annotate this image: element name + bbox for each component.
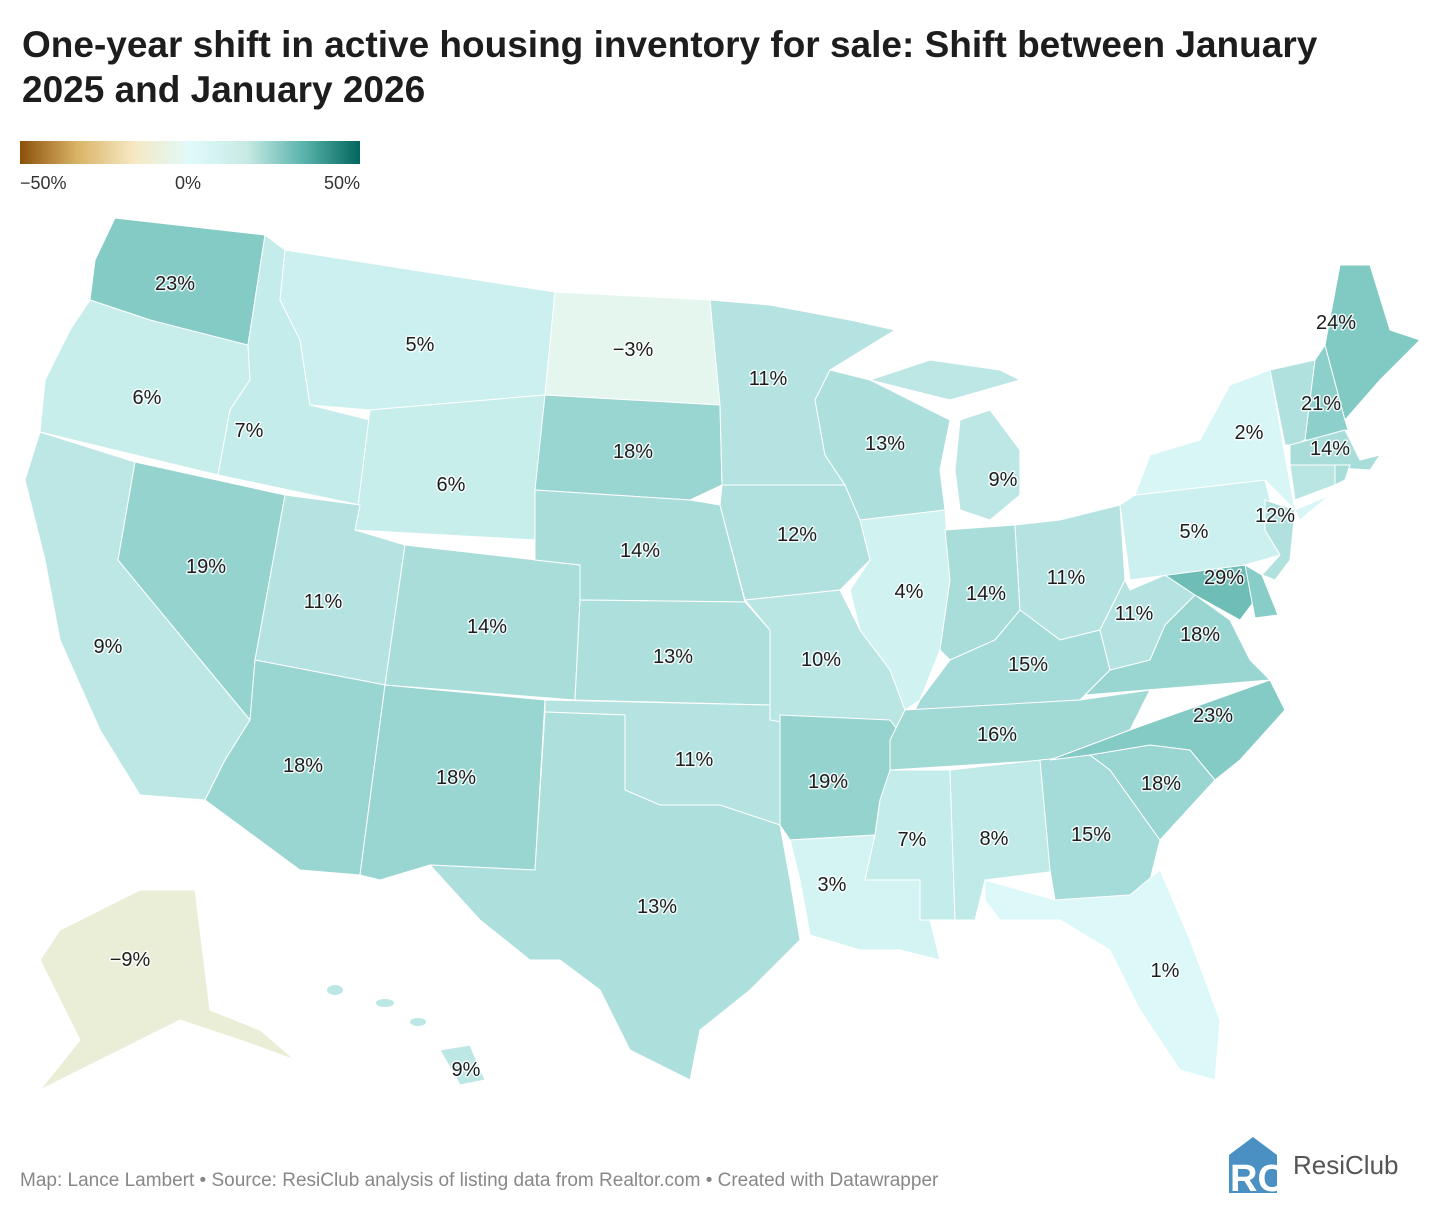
state-label-ok: 11%	[675, 749, 714, 771]
logo-text: ResiClub	[1293, 1149, 1399, 1180]
logo-mark-icon: RC	[1229, 1137, 1281, 1193]
state-ri	[1334, 464, 1351, 486]
state-label-id: 7%	[235, 420, 264, 442]
legend-gradient-bar	[20, 141, 360, 164]
state-hi-island	[327, 985, 343, 995]
state-me	[1324, 264, 1421, 422]
resiclub-logo: RC ResiClub	[1225, 1137, 1399, 1193]
state-hi	[439, 1044, 486, 1086]
color-legend: −50% 0% 50%	[20, 141, 360, 193]
state-ak	[39, 889, 296, 1091]
state-label-mn: 11%	[749, 368, 788, 390]
state-label-co: 14%	[467, 616, 507, 638]
state-label-ks: 13%	[653, 646, 693, 668]
state-label-oh: 11%	[1047, 567, 1086, 589]
state-label-or: 6%	[133, 387, 162, 409]
state-label-wy: 6%	[437, 474, 466, 496]
state-label-ak: −9%	[110, 949, 151, 971]
legend-max-label: 50%	[323, 173, 360, 193]
state-tx	[428, 711, 801, 1081]
state-ny	[1294, 494, 1331, 521]
legend-min-label: −50%	[20, 173, 67, 193]
state-label-sc: 18%	[1141, 773, 1181, 795]
state-label-fl: 1%	[1151, 960, 1180, 982]
source-footer: Map: Lance Lambert • Source: ResiClub an…	[20, 1170, 939, 1191]
state-nj	[1261, 499, 1296, 581]
state-label-wa: 23%	[155, 273, 195, 295]
state-label-ia: 12%	[777, 524, 817, 546]
state-label-sd: 18%	[613, 441, 653, 463]
state-label-me: 24%	[1316, 312, 1356, 334]
state-label-ne: 14%	[620, 540, 660, 562]
state-de	[1244, 564, 1279, 619]
state-label-wi: 13%	[865, 433, 905, 455]
state-label-al: 8%	[980, 828, 1009, 850]
state-label-hi: 9%	[452, 1059, 481, 1081]
state-label-ny: 2%	[1235, 422, 1264, 444]
state-label-ca: 9%	[94, 636, 123, 658]
state-nc	[1049, 679, 1286, 781]
chart-title: One-year shift in active housing invento…	[22, 24, 1318, 110]
state-label-nm: 18%	[436, 767, 476, 789]
state-label-mi: 9%	[989, 469, 1018, 491]
state-label-pa: 5%	[1180, 521, 1209, 543]
state-label-ga: 15%	[1071, 824, 1111, 846]
state-fl	[984, 869, 1221, 1081]
state-hi-island	[376, 999, 394, 1007]
state-label-il: 4%	[895, 581, 924, 603]
state-label-nh: 21%	[1301, 393, 1341, 415]
state-wi	[814, 369, 951, 521]
state-label-ms: 7%	[898, 829, 927, 851]
state-label-ar: 19%	[808, 771, 848, 793]
state-mt	[279, 249, 556, 411]
state-label-mt: 5%	[406, 334, 435, 356]
state-label-md: 29%	[1204, 567, 1244, 589]
state-wy	[354, 394, 546, 541]
state-sd	[534, 394, 723, 501]
state-label-mo: 10%	[801, 649, 841, 671]
svg-text:RC: RC	[1230, 1158, 1281, 1193]
state-mi	[954, 409, 1021, 521]
state-label-nj: 12%	[1255, 505, 1295, 527]
state-label-nv: 19%	[186, 556, 226, 578]
state-label-in: 14%	[966, 583, 1006, 605]
state-label-ky: 15%	[1008, 654, 1048, 676]
state-label-va: 18%	[1180, 624, 1220, 646]
state-label-la: 3%	[818, 874, 847, 896]
state-label-nd: −3%	[613, 339, 654, 361]
state-label-tx: 13%	[637, 896, 677, 918]
state-label-az: 18%	[283, 755, 323, 777]
state-hi-island	[410, 1018, 426, 1026]
state-label-nc: 23%	[1193, 705, 1233, 727]
state-label-wv: 11%	[1115, 603, 1154, 625]
state-label-ut: 11%	[304, 591, 343, 613]
state-mi	[868, 359, 1022, 401]
state-label-ma: 14%	[1310, 438, 1350, 460]
legend-mid-label: 0%	[175, 173, 202, 193]
state-ct	[1289, 464, 1336, 501]
state-label-tn: 16%	[977, 724, 1017, 746]
